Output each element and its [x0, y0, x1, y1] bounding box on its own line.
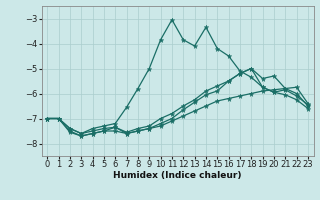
X-axis label: Humidex (Indice chaleur): Humidex (Indice chaleur)	[113, 171, 242, 180]
